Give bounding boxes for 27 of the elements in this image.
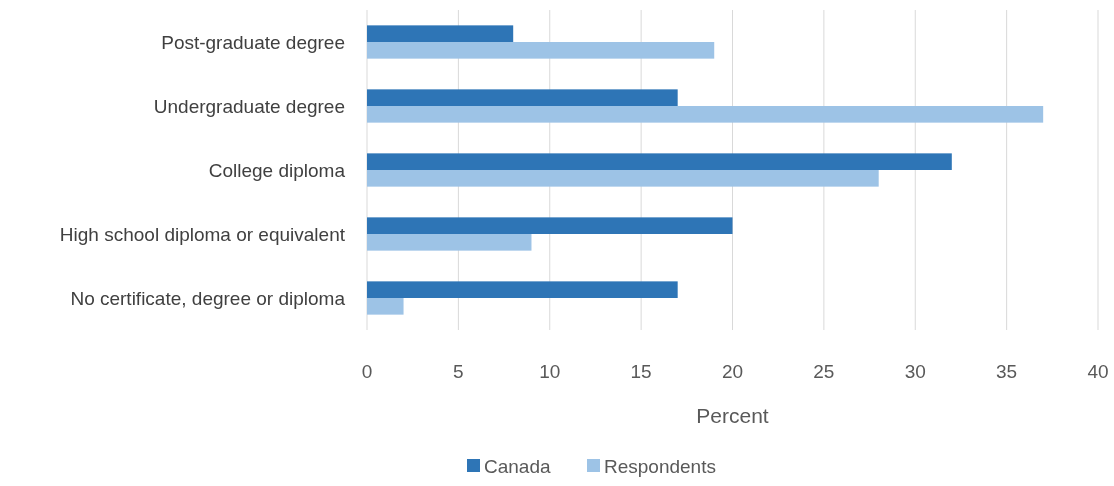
bar: [367, 170, 879, 187]
bar: [367, 25, 514, 42]
bar: [367, 298, 404, 315]
bar: [367, 89, 678, 106]
y-tick-label: High school diploma or equivalent: [59, 223, 346, 245]
y-tick-label: Post-graduate degree: [161, 31, 345, 53]
x-tick-label: 15: [630, 361, 652, 382]
bar: [367, 42, 715, 59]
x-tick-label: 40: [1087, 361, 1109, 382]
bar: [367, 106, 1044, 123]
legend-label: Canada: [484, 455, 551, 477]
x-tick-label: 0: [361, 361, 373, 382]
x-tick-label: 35: [996, 361, 1018, 382]
x-tick-label: 25: [813, 361, 835, 382]
bar: [367, 281, 678, 298]
x-axis-title: Percent: [696, 404, 769, 427]
legend-label: Respondents: [604, 455, 716, 477]
y-tick-label: No certificate, degree or diploma: [70, 287, 346, 309]
y-tick-label: College diploma: [208, 159, 346, 181]
x-tick-label: 10: [539, 361, 561, 382]
bar: [367, 153, 952, 170]
x-tick-label: 30: [904, 361, 926, 382]
x-tick-label: 5: [453, 361, 464, 382]
bar: [367, 234, 532, 251]
bar: [367, 217, 733, 234]
y-tick-label: Undergraduate degree: [153, 95, 345, 117]
x-tick-label: 20: [721, 361, 744, 382]
